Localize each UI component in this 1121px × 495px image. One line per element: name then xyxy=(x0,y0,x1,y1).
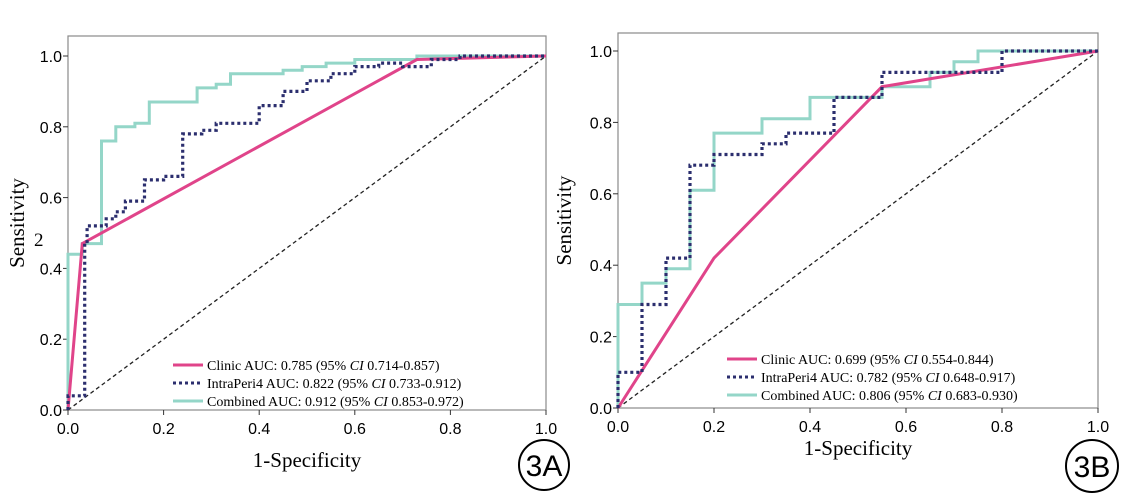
plot-frame xyxy=(67,35,547,411)
x-tick-label: 0.8 xyxy=(439,421,461,438)
x-tick-label: 0.2 xyxy=(703,419,725,436)
x-tick-label: 0.6 xyxy=(895,419,917,436)
plot-frame xyxy=(617,32,1099,409)
chart-panel-3B: 0.0 0.2 0.4 0.6 0.8 1.0 0.0 0.2 0.4 0.6 0.8 1.0 1-Sp… xyxy=(552,32,1119,493)
y-tick-label: 1.0 xyxy=(590,44,612,61)
diagonal-reference-line xyxy=(617,50,1099,409)
y-tick-label: 0.0 xyxy=(40,403,62,420)
panel-badge-label: 3B xyxy=(1074,451,1111,484)
x-tick-label: 0.0 xyxy=(607,419,629,436)
x-axis-title: 1-Specificity xyxy=(253,448,362,472)
panel-badge-label: 3A xyxy=(526,450,563,483)
y-tick-label: 0.2 xyxy=(590,330,612,347)
series-line-intraperi4 xyxy=(66,54,546,410)
y-tick-label: 0.2 xyxy=(40,332,62,349)
legend-label-intraperi4: IntraPeri4 AUC: 0.822 (95% CI 0.733-0.91… xyxy=(207,377,462,392)
series-line-clinic xyxy=(66,54,547,411)
chart-panel-3A: 0.0 0.2 0.4 0.6 0.8 1.0 0.0 0.2 0.4 0.6 0.8 1.0 1-Sp… xyxy=(5,35,570,491)
y-tick-label: 0.8 xyxy=(40,120,62,137)
y-axis-title: Sensitivity xyxy=(552,175,576,265)
x-tick-label: 1.0 xyxy=(535,421,557,438)
panel-badge-circle xyxy=(518,439,570,491)
y-tick-label: 0.4 xyxy=(40,261,62,278)
panel-badge-circle xyxy=(1065,439,1119,493)
y-tick-label: 1.0 xyxy=(40,49,62,66)
legend-label-intraperi4: IntraPeri4 AUC: 0.782 (95% CI 0.648-0.91… xyxy=(761,371,1016,386)
y-tick-label: 0.4 xyxy=(590,258,612,275)
y-tick-label: 0.0 xyxy=(590,401,612,418)
x-tick-label: 0.0 xyxy=(57,421,79,438)
y-tick-label: 0.8 xyxy=(590,115,612,132)
x-tick-label: 0.2 xyxy=(152,421,174,438)
stray-label: 2 xyxy=(34,230,44,251)
series-line-combined xyxy=(66,54,546,410)
series-line-intraperi4 xyxy=(616,49,1098,408)
x-axis-title: 1-Specificity xyxy=(804,436,913,460)
x-tick-label: 0.8 xyxy=(991,419,1013,436)
x-tick-label: 0.4 xyxy=(248,421,270,438)
x-tick-label: 1.0 xyxy=(1087,419,1109,436)
diagonal-reference-line xyxy=(67,55,547,411)
legend-label-clinic: Clinic AUC: 0.699 (95% CI 0.554-0.844) xyxy=(761,353,994,368)
legend-label-combined: Combined AUC: 0.912 (95% CI 0.853-0.972) xyxy=(207,395,464,410)
y-tick-label: 0.6 xyxy=(590,187,612,204)
legend-label-clinic: Clinic AUC: 0.785 (95% CI 0.714-0.857) xyxy=(207,359,440,374)
y-axis-title: Sensitivity xyxy=(5,178,29,268)
x-tick-label: 0.6 xyxy=(344,421,366,438)
x-tick-label: 0.4 xyxy=(799,419,821,436)
series-line-combined xyxy=(616,49,1098,408)
y-tick-label: 0.6 xyxy=(40,191,62,208)
series-line-clinic xyxy=(616,49,1099,409)
legend-label-combined: Combined AUC: 0.806 (95% CI 0.683-0.930) xyxy=(761,389,1018,404)
